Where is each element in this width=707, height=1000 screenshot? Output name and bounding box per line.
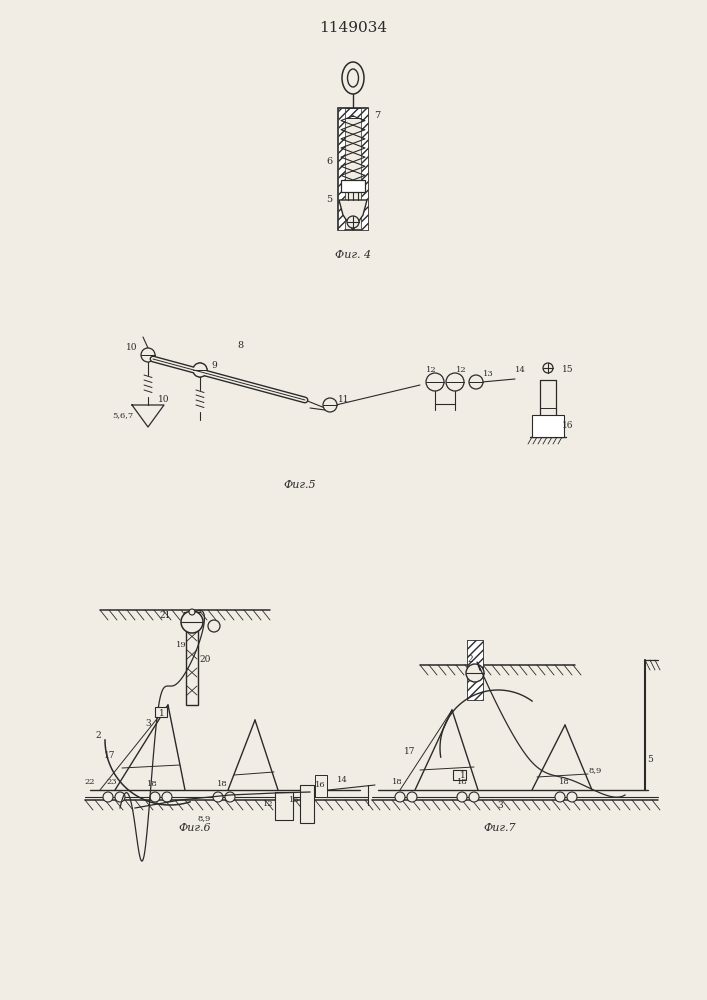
Circle shape <box>395 792 405 802</box>
Bar <box>361 108 368 230</box>
Circle shape <box>181 611 203 633</box>
Polygon shape <box>339 200 367 230</box>
Text: 1: 1 <box>159 708 165 718</box>
Text: Фиг.6: Фиг.6 <box>179 823 211 833</box>
Text: Фиг. 4: Фиг. 4 <box>335 250 371 260</box>
Text: 3: 3 <box>145 718 151 728</box>
Circle shape <box>193 363 207 377</box>
Circle shape <box>141 348 155 362</box>
Text: 2: 2 <box>467 656 473 664</box>
Text: 8,9: 8,9 <box>197 814 211 822</box>
Circle shape <box>466 664 484 682</box>
Bar <box>467 640 483 700</box>
Text: 5,6,7: 5,6,7 <box>112 411 134 419</box>
Circle shape <box>555 792 565 802</box>
Circle shape <box>543 363 553 373</box>
Text: 23: 23 <box>107 778 117 786</box>
Text: 16: 16 <box>562 420 574 430</box>
Text: 1: 1 <box>460 770 466 780</box>
Text: 7: 7 <box>374 110 380 119</box>
Circle shape <box>150 792 160 802</box>
Circle shape <box>469 375 483 389</box>
Bar <box>315 775 327 797</box>
Circle shape <box>446 373 464 391</box>
Text: 22: 22 <box>85 778 95 786</box>
Text: 10: 10 <box>158 395 170 404</box>
Text: 15: 15 <box>288 796 299 804</box>
Text: 12: 12 <box>456 366 467 374</box>
Circle shape <box>213 792 223 802</box>
Circle shape <box>208 620 220 632</box>
Text: 8: 8 <box>237 340 243 350</box>
Bar <box>341 180 365 192</box>
Circle shape <box>407 792 417 802</box>
Text: 17: 17 <box>404 748 416 756</box>
Text: 9: 9 <box>211 360 217 369</box>
Text: 19: 19 <box>175 641 187 649</box>
Bar <box>155 707 167 717</box>
Text: 3: 3 <box>497 800 503 810</box>
Text: 18: 18 <box>146 780 158 788</box>
Text: 14: 14 <box>515 366 525 374</box>
Text: 1149034: 1149034 <box>319 21 387 35</box>
Text: 5: 5 <box>326 196 332 205</box>
Circle shape <box>567 792 577 802</box>
Bar <box>338 108 345 230</box>
Text: 18: 18 <box>392 778 402 786</box>
Bar <box>338 108 368 118</box>
Text: 14: 14 <box>337 776 347 784</box>
Text: 18: 18 <box>457 778 467 786</box>
Text: 12: 12 <box>426 366 436 374</box>
Text: 12: 12 <box>263 800 274 808</box>
Text: 20: 20 <box>199 656 211 664</box>
Text: 21: 21 <box>159 610 170 619</box>
Circle shape <box>189 609 195 615</box>
Circle shape <box>347 216 359 228</box>
Bar <box>275 792 293 820</box>
Text: 6: 6 <box>326 157 332 166</box>
Circle shape <box>469 792 479 802</box>
Circle shape <box>323 398 337 412</box>
Text: 10: 10 <box>127 342 138 352</box>
Text: 2: 2 <box>95 730 101 740</box>
Text: 18: 18 <box>216 780 228 788</box>
Text: Фиг.5: Фиг.5 <box>284 480 316 490</box>
Ellipse shape <box>342 62 364 94</box>
Ellipse shape <box>348 69 358 87</box>
Text: 11: 11 <box>338 395 350 404</box>
Bar <box>532 415 564 437</box>
Text: 15: 15 <box>562 365 574 374</box>
Circle shape <box>426 373 444 391</box>
Bar <box>453 770 466 780</box>
Text: 16: 16 <box>315 781 325 789</box>
Text: 18: 18 <box>559 778 569 786</box>
Bar <box>300 785 314 823</box>
Circle shape <box>115 792 125 802</box>
Circle shape <box>162 792 172 802</box>
Circle shape <box>225 792 235 802</box>
Bar <box>186 620 198 705</box>
Circle shape <box>193 363 207 377</box>
Circle shape <box>103 792 113 802</box>
Circle shape <box>457 792 467 802</box>
Text: 5: 5 <box>647 756 653 764</box>
Bar <box>338 108 368 230</box>
Text: 8,9: 8,9 <box>588 766 602 774</box>
Text: 17: 17 <box>104 750 116 760</box>
Text: Фиг.7: Фиг.7 <box>484 823 516 833</box>
Text: 13: 13 <box>483 370 493 378</box>
